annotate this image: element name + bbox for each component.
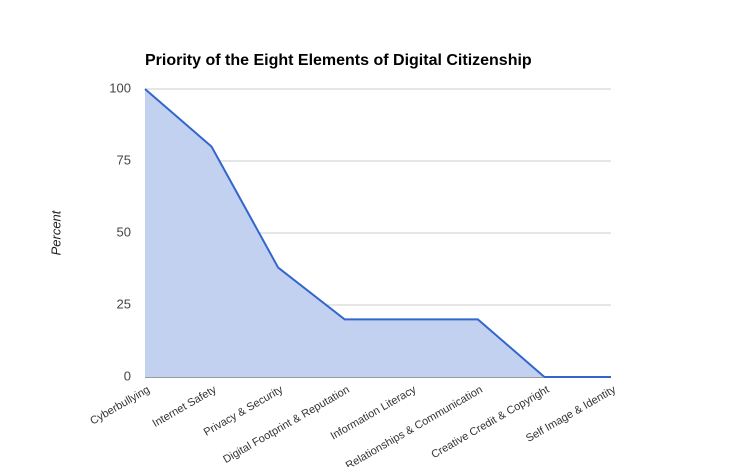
y-tick-label: 75 (117, 152, 131, 167)
x-tick-label: Internet Safety (151, 383, 219, 429)
area-fill (145, 89, 611, 377)
area-line (144, 88, 611, 378)
chart-title: Priority of the Eight Elements of Digita… (145, 52, 532, 69)
y-tick-label: 100 (109, 80, 131, 95)
y-tick-label: 25 (117, 296, 131, 311)
x-tick-label: Creative Credit & Copyright (429, 384, 551, 461)
y-tick-label: 0 (124, 368, 131, 383)
x-tick-label: Digital Footprint & Reputation (221, 384, 351, 466)
x-tick-label: Cyberbullying (88, 384, 152, 428)
y-axis-label: Percent (48, 209, 63, 255)
y-tick-label: 50 (117, 224, 131, 239)
